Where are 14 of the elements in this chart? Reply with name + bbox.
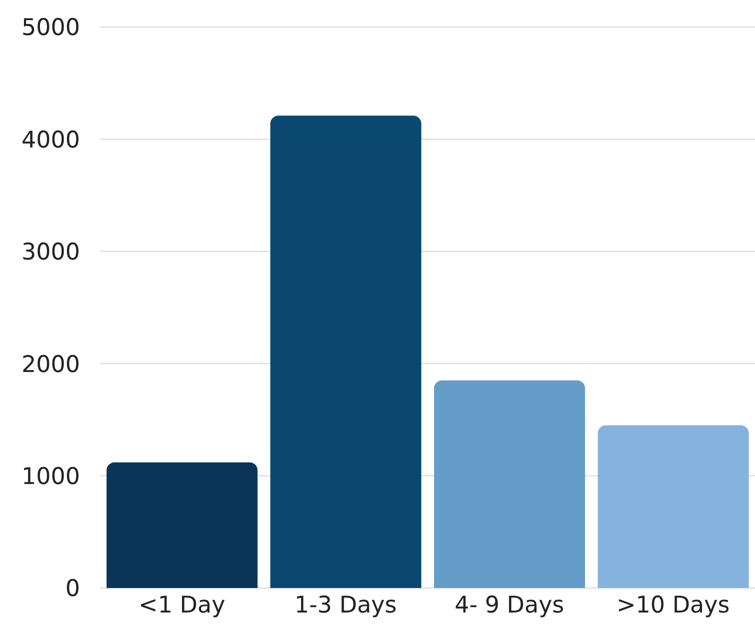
x-tick-label: 1-3 Days <box>294 592 397 618</box>
bar <box>434 380 586 588</box>
x-tick-label: >10 Days <box>616 592 730 618</box>
y-tick-label: 5000 <box>21 15 80 42</box>
x-tick-label: <1 Day <box>138 592 226 618</box>
bar <box>106 462 258 588</box>
y-tick-label: 1000 <box>21 464 80 490</box>
y-tick-label: 4000 <box>21 127 80 154</box>
bar <box>270 116 422 588</box>
y-tick-label: 2000 <box>21 352 80 378</box>
y-tick-label: 0 <box>65 576 80 602</box>
bar <box>598 425 749 588</box>
x-tick-label: 4- 9 Days <box>454 592 564 618</box>
y-tick-label: 3000 <box>21 240 80 266</box>
